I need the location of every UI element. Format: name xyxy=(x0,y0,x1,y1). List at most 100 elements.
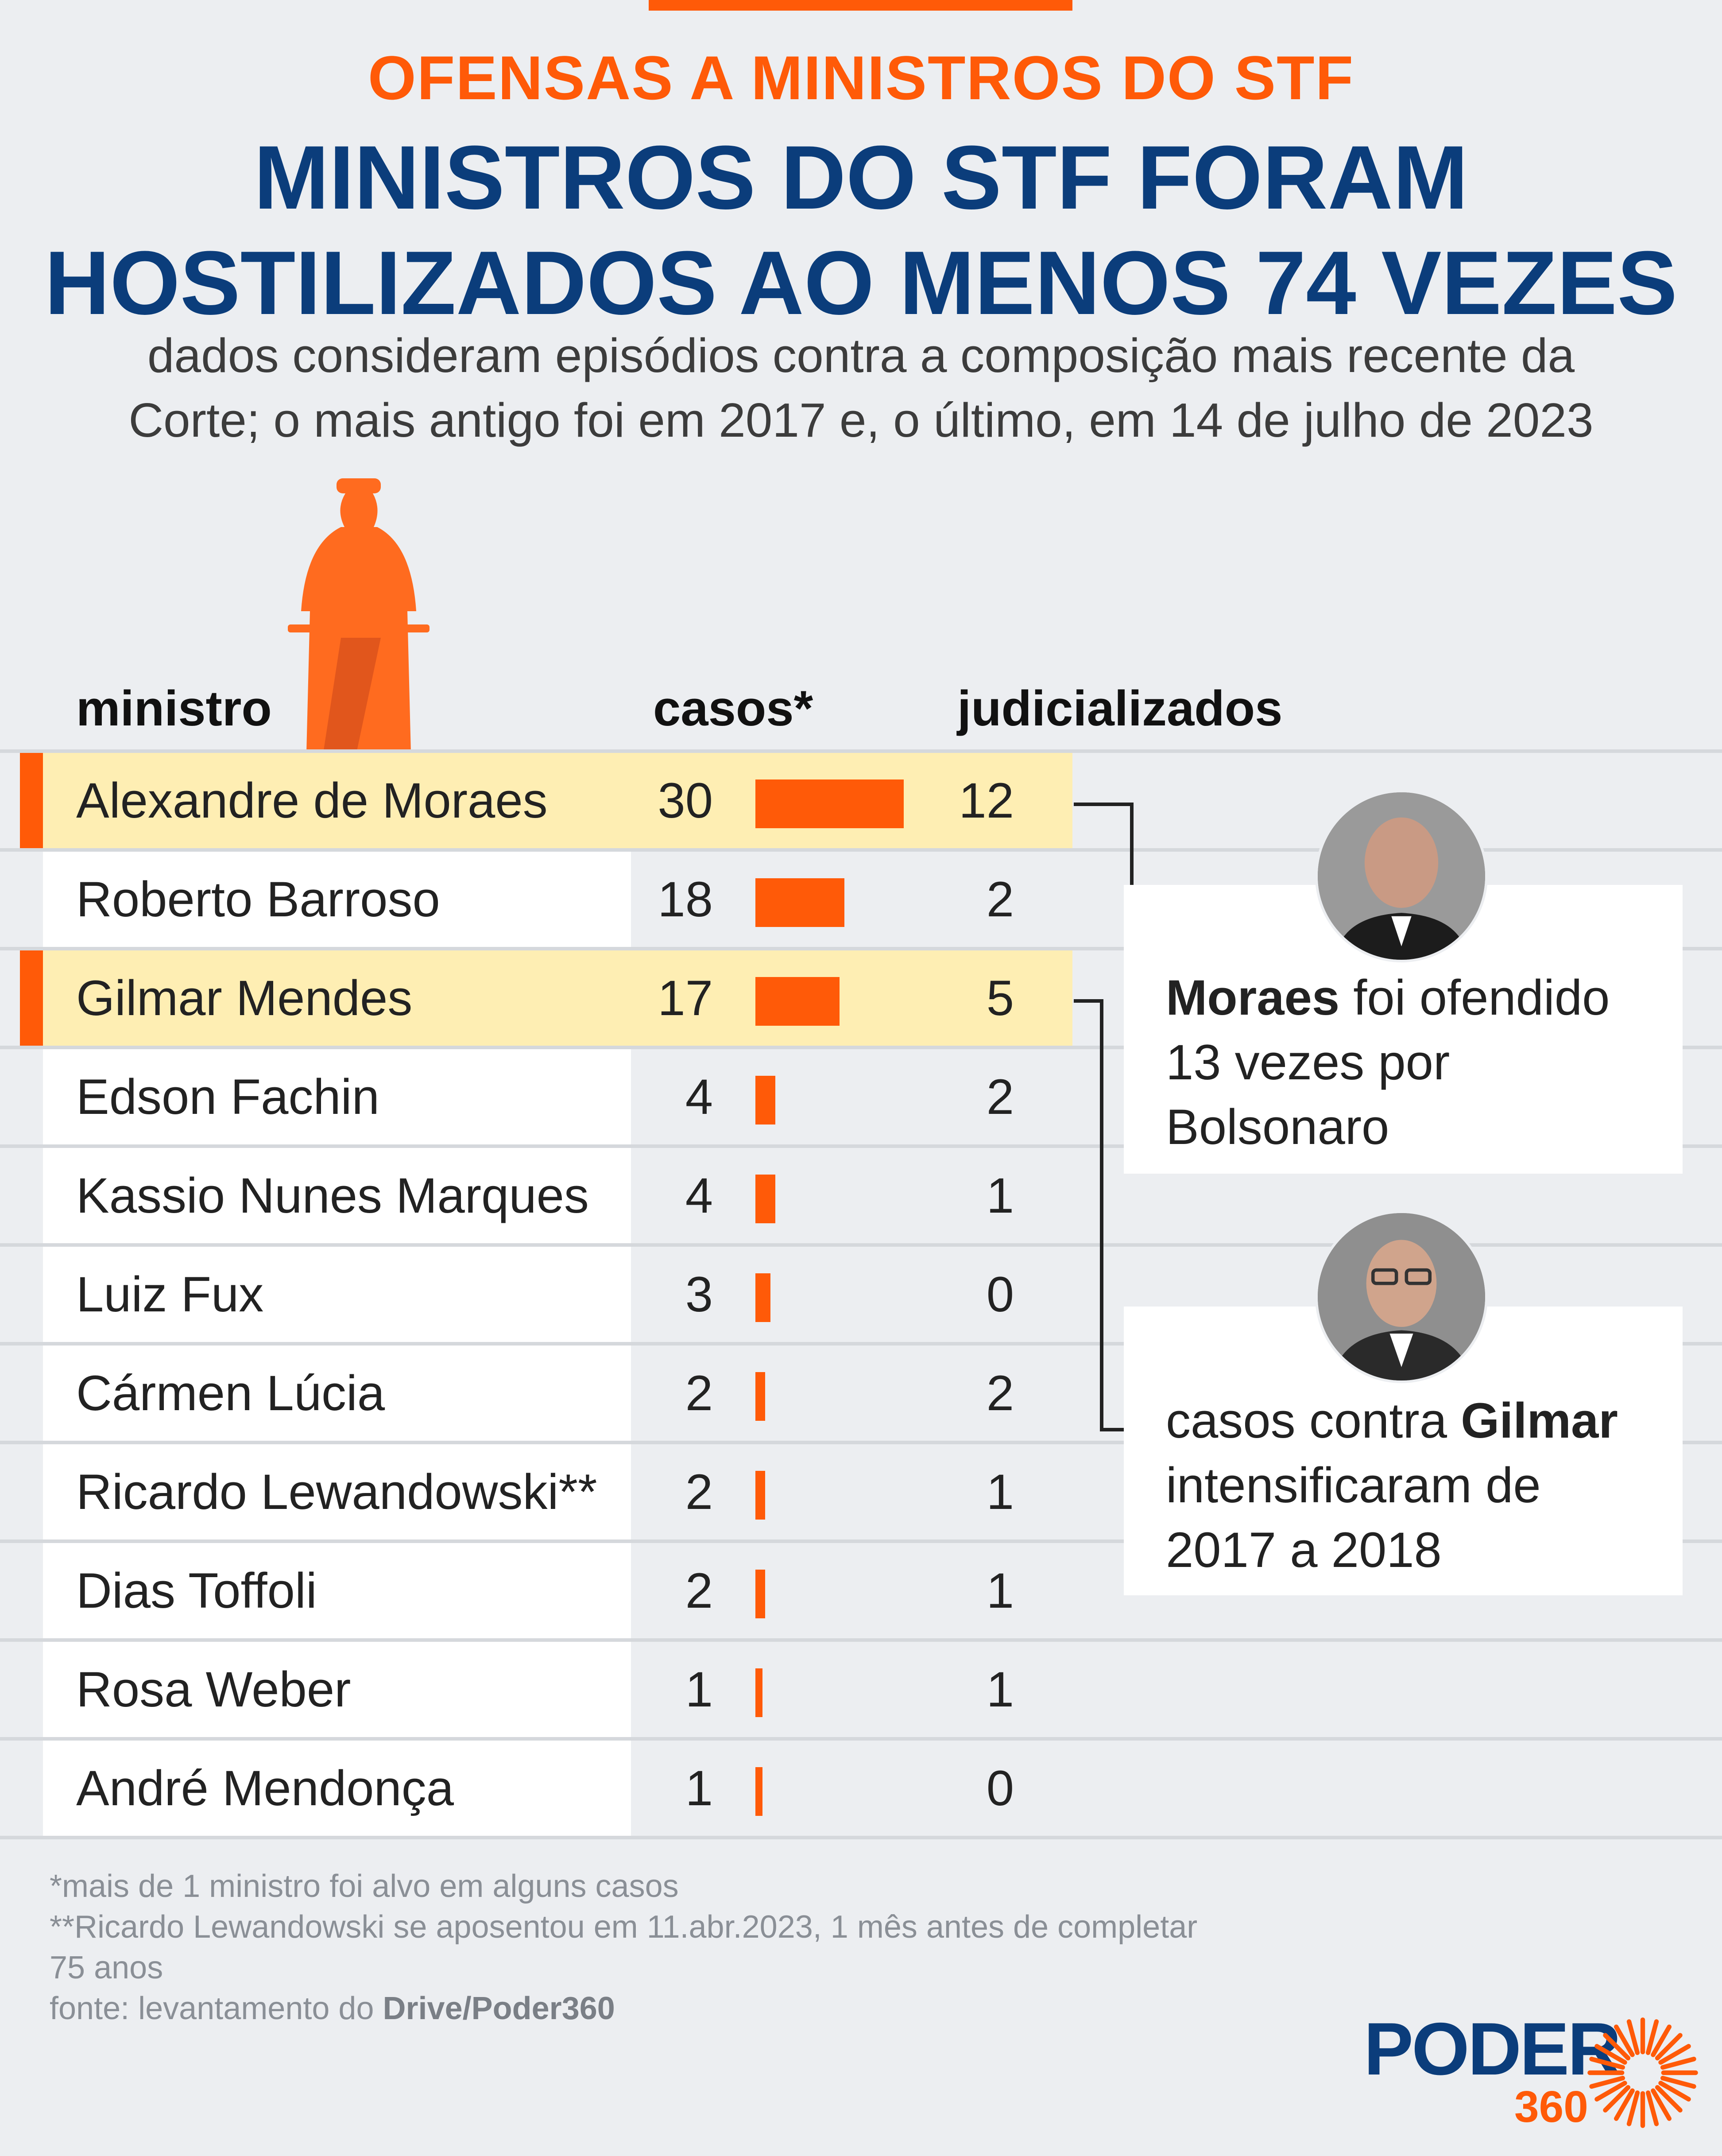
gilmar-photo xyxy=(1315,1210,1488,1383)
cases-bar xyxy=(755,1076,775,1125)
judicialized-value: 0 xyxy=(986,1267,1014,1322)
judicialized-value: 5 xyxy=(986,970,1014,1026)
grid-line xyxy=(0,947,1722,950)
minister-name: Roberto Barroso xyxy=(76,872,440,927)
grid-line xyxy=(0,749,1722,753)
cases-value: 4 xyxy=(685,1069,713,1125)
sun-ray xyxy=(1658,2081,1691,2102)
callout-moraes-text: Moraes foi ofendido 13 vezes por Bolsona… xyxy=(1166,966,1610,1159)
poder360-logo: PODER 360 xyxy=(1364,2006,1709,2139)
sun-ray xyxy=(1626,2090,1640,2126)
callout-gilmar-line-1: casos contra Gilmar xyxy=(1166,1388,1618,1453)
kicker: OFENSAS A MINISTROS DO STF xyxy=(368,43,1354,112)
callout-gilmar-bold: Gilmar xyxy=(1461,1393,1618,1448)
sun-ray xyxy=(1645,2019,1659,2055)
headline-line-2: HOSTILIZADOS AO MENOS 74 VEZES xyxy=(44,233,1678,333)
cases-value: 30 xyxy=(658,773,713,828)
judicialized-value: 1 xyxy=(986,1662,1014,1717)
sun-ray xyxy=(1660,2056,1696,2070)
connector-gilmar-h1 xyxy=(1074,999,1103,1003)
sun-ray xyxy=(1655,2085,1683,2113)
grid-line xyxy=(0,1342,1722,1346)
source-bold: Drive/Poder360 xyxy=(383,1991,615,2026)
sun-ray xyxy=(1651,2088,1672,2121)
moraes-photo xyxy=(1315,790,1488,962)
sun-ray xyxy=(1614,2024,1635,2057)
sun-ray xyxy=(1651,2024,1672,2057)
cases-value: 2 xyxy=(685,1563,713,1618)
minister-name: Dias Toffoli xyxy=(76,1563,317,1618)
minister-name: Cármen Lúcia xyxy=(76,1365,385,1421)
grid-line xyxy=(0,1638,1722,1642)
row-highlight-marker xyxy=(20,753,43,848)
cases-value: 3 xyxy=(685,1267,713,1322)
table-row: André Mendonça 1 0 xyxy=(0,1741,1722,1836)
column-header-ministro: ministro xyxy=(76,681,272,736)
sun-ray xyxy=(1614,2088,1635,2121)
minister-name: Edson Fachin xyxy=(76,1069,379,1125)
sun-ray xyxy=(1645,2090,1659,2126)
column-header-judicializados: judicializados xyxy=(957,681,1283,736)
callout-moraes-line-3: Bolsonaro xyxy=(1166,1099,1389,1155)
cases-bar xyxy=(755,1767,762,1816)
row-background xyxy=(43,852,631,947)
cases-value: 2 xyxy=(685,1464,713,1520)
top-accent-bar xyxy=(649,0,1072,11)
minister-name: Kassio Nunes Marques xyxy=(76,1168,589,1223)
cases-bar xyxy=(755,1668,762,1717)
source-note: fonte: levantamento do Drive/Poder360 xyxy=(50,1990,615,2027)
sun-ray xyxy=(1660,2075,1696,2089)
sun-ray xyxy=(1594,2081,1627,2102)
footnote-2a: **Ricardo Lewandowski se aposentou em 11… xyxy=(50,1909,1198,1945)
sun-ray xyxy=(1603,2033,1631,2061)
cases-bar xyxy=(755,1372,765,1421)
sun-ray xyxy=(1594,2044,1627,2065)
headline: MINISTROS DO STF FORAM HOSTILIZADOS AO M… xyxy=(0,125,1722,336)
table-row: Alexandre de Moraes 30 12 xyxy=(0,753,1722,848)
grid-line xyxy=(0,1836,1722,1839)
headline-line-1: MINISTROS DO STF FORAM xyxy=(254,127,1468,228)
table-row: Ricardo Lewandowski** 2 1 xyxy=(0,1444,1722,1539)
judicialized-value: 1 xyxy=(986,1168,1014,1223)
minister-name: Luiz Fux xyxy=(76,1267,264,1322)
sun-ray xyxy=(1603,2085,1631,2113)
row-background xyxy=(43,1148,631,1243)
table-row: Gilmar Mendes 17 5 xyxy=(0,950,1722,1046)
row-background xyxy=(43,1444,631,1539)
sun-ray xyxy=(1655,2033,1683,2061)
callout-gilmar-text: casos contra Gilmar intensificaram de 20… xyxy=(1166,1388,1618,1582)
judicialized-value: 12 xyxy=(959,773,1014,828)
judicialized-value: 0 xyxy=(986,1760,1014,1816)
minister-name: Ricardo Lewandowski** xyxy=(76,1464,597,1520)
sun-ray xyxy=(1626,2019,1640,2055)
cases-value: 18 xyxy=(658,872,713,927)
logo-word: PODER xyxy=(1364,2007,1621,2090)
grid-line xyxy=(0,1144,1722,1148)
sun-ray xyxy=(1589,2056,1625,2070)
minister-name: André Mendonça xyxy=(76,1760,454,1816)
cases-bar xyxy=(755,878,844,927)
row-background xyxy=(43,1543,631,1638)
table-row: Dias Toffoli 2 1 xyxy=(0,1543,1722,1638)
grid-line xyxy=(0,1737,1722,1741)
callout-gilmar-line-2: intensificaram de xyxy=(1166,1458,1541,1513)
cases-value: 1 xyxy=(685,1760,713,1816)
cases-value: 4 xyxy=(685,1168,713,1223)
cases-value: 2 xyxy=(685,1365,713,1421)
table-row: Cármen Lúcia 2 2 xyxy=(0,1346,1722,1441)
subtitle-line-2: Corte; o mais antigo foi em 2017 e, o úl… xyxy=(128,393,1594,447)
subtitle-line-1: dados consideram episódios contra a comp… xyxy=(147,329,1575,383)
source-prefix: fonte: levantamento do xyxy=(50,1991,383,2026)
cases-bar xyxy=(755,1570,765,1618)
sun-ray xyxy=(1658,2044,1691,2065)
cases-bar xyxy=(755,779,904,828)
row-background xyxy=(43,1247,631,1342)
table-row: Roberto Barroso 18 2 xyxy=(0,852,1722,947)
cases-bar xyxy=(755,1175,775,1223)
cases-bar xyxy=(755,977,840,1026)
row-background xyxy=(43,1346,631,1441)
table-row: Luiz Fux 3 0 xyxy=(0,1247,1722,1342)
callout-moraes-line-2: 13 vezes por xyxy=(1166,1035,1450,1090)
connector-gilmar-v xyxy=(1100,999,1103,1431)
